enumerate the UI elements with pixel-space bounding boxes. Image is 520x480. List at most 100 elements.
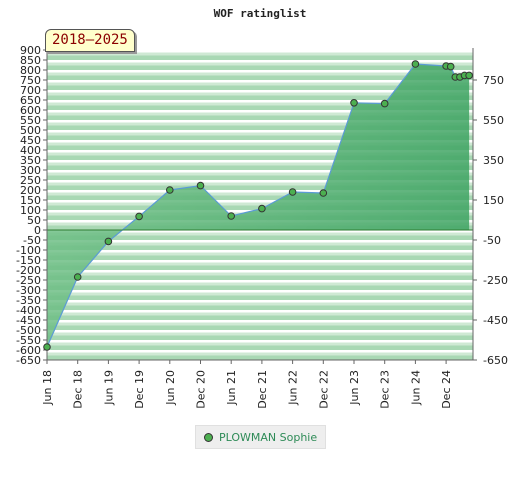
band-dark xyxy=(47,135,473,140)
band-dark xyxy=(47,265,473,270)
data-point xyxy=(73,273,82,281)
left-tick-label: -450 xyxy=(16,314,41,327)
left-tick-label: -650 xyxy=(16,354,41,367)
data-point xyxy=(227,212,235,220)
right-axis-ticks: 750 550 350 150 -50 -250 -450 -650 xyxy=(473,74,508,367)
left-tick-label: -600 xyxy=(16,344,41,357)
left-tick-label: 450 xyxy=(20,134,41,147)
data-point xyxy=(350,99,358,107)
right-tick-label: 750 xyxy=(483,74,504,87)
data-point xyxy=(446,62,455,71)
left-tick-label: 500 xyxy=(20,124,41,137)
data-point xyxy=(319,189,328,197)
left-tick-label: 400 xyxy=(20,144,41,157)
right-tick-label: -250 xyxy=(483,274,508,287)
left-tick-label: 0 xyxy=(34,224,41,237)
left-tick-label: 300 xyxy=(20,164,41,177)
left-tick-label: -50 xyxy=(23,234,41,247)
chart-title: WOF ratinglist xyxy=(214,7,307,20)
data-point xyxy=(196,181,205,190)
data-point xyxy=(465,71,473,80)
left-tick-label: -400 xyxy=(16,304,41,317)
left-tick-label: 50 xyxy=(27,214,41,227)
band-dark xyxy=(47,65,473,70)
left-tick-label: 900 xyxy=(20,44,41,57)
left-tick-label: -150 xyxy=(16,254,41,267)
legend-marker-icon xyxy=(204,432,213,442)
left-tick-label: -250 xyxy=(16,274,41,287)
x-axis-ticks: Jun 18 Dec 18 Jun 19 Dec 19 Jun 20 Dec 20 Jun … xyxy=(41,360,453,409)
band-dark xyxy=(47,345,473,350)
x-tick-label: Dec 24 xyxy=(440,370,453,409)
x-tick-label: Jun 21 xyxy=(225,370,238,406)
band-dark xyxy=(47,175,473,180)
left-tick-label: 600 xyxy=(20,104,41,117)
left-tick-label: 250 xyxy=(20,174,41,187)
data-point xyxy=(380,99,389,108)
data-point xyxy=(135,212,143,221)
x-tick-label: Jun 20 xyxy=(164,370,177,406)
left-tick-label: -300 xyxy=(16,284,41,297)
x-tick-label: Dec 22 xyxy=(317,370,330,409)
left-tick-label: 850 xyxy=(20,54,41,67)
left-tick-label: -550 xyxy=(16,334,41,347)
band-dark xyxy=(47,285,473,290)
right-tick-label: -50 xyxy=(483,234,501,247)
band-dark xyxy=(47,305,473,310)
x-tick-label: Dec 20 xyxy=(195,370,208,409)
left-tick-label: 650 xyxy=(20,94,41,107)
x-tick-label: Jun 18 xyxy=(41,370,54,406)
band-dark xyxy=(47,315,473,320)
band-dark xyxy=(47,105,473,110)
left-tick-label: -200 xyxy=(16,264,41,277)
left-tick-label: -500 xyxy=(16,324,41,337)
left-axis-ticks: 9008508007507006506005505004504003503002… xyxy=(16,44,47,367)
series-area-fill xyxy=(47,64,470,347)
data-point xyxy=(104,237,113,246)
right-tick-label: 150 xyxy=(483,194,504,207)
band-dark xyxy=(47,155,473,160)
band-dark xyxy=(47,195,473,200)
band-dark xyxy=(47,145,473,150)
band-dark xyxy=(47,95,473,100)
band-dark xyxy=(47,185,473,190)
left-tick-label: 700 xyxy=(20,84,41,97)
band-dark xyxy=(47,115,473,120)
data-point xyxy=(43,343,51,351)
band-dark xyxy=(47,325,473,330)
left-tick-label: 200 xyxy=(20,184,41,197)
band-dark xyxy=(47,125,473,130)
x-tick-label: Dec 23 xyxy=(379,370,392,409)
data-point xyxy=(258,204,266,213)
band-dark xyxy=(47,235,473,240)
data-point xyxy=(166,186,174,194)
left-tick-label: 150 xyxy=(20,194,41,207)
band-dark xyxy=(47,335,473,340)
x-tick-label: Jun 22 xyxy=(287,370,300,406)
left-tick-label: 550 xyxy=(20,114,41,127)
band-dark xyxy=(47,165,473,170)
x-tick-label: Dec 21 xyxy=(256,370,269,409)
x-tick-label: Dec 19 xyxy=(133,370,146,409)
left-tick-label: 750 xyxy=(20,74,41,87)
band-dark xyxy=(47,55,473,60)
right-tick-label: 550 xyxy=(483,114,504,127)
left-tick-label: -350 xyxy=(16,294,41,307)
right-tick-label: -450 xyxy=(483,314,508,327)
band-dark xyxy=(47,275,473,280)
data-point xyxy=(288,188,297,196)
left-tick-label: 350 xyxy=(20,154,41,167)
left-tick-label: 100 xyxy=(20,204,41,217)
left-tick-label: 800 xyxy=(20,64,41,77)
x-tick-label: Jun 19 xyxy=(102,370,115,406)
legend-label: PLOWMAN Sophie xyxy=(219,430,318,444)
band-dark xyxy=(47,75,473,80)
series-markers xyxy=(43,60,473,351)
x-tick-label: Dec 18 xyxy=(72,370,85,409)
x-tick-label: Jun 23 xyxy=(348,370,361,406)
band-dark xyxy=(47,295,473,300)
right-tick-label: -650 xyxy=(483,354,508,367)
period-label: 2018–2025 xyxy=(45,29,135,52)
band-dark xyxy=(47,245,473,250)
